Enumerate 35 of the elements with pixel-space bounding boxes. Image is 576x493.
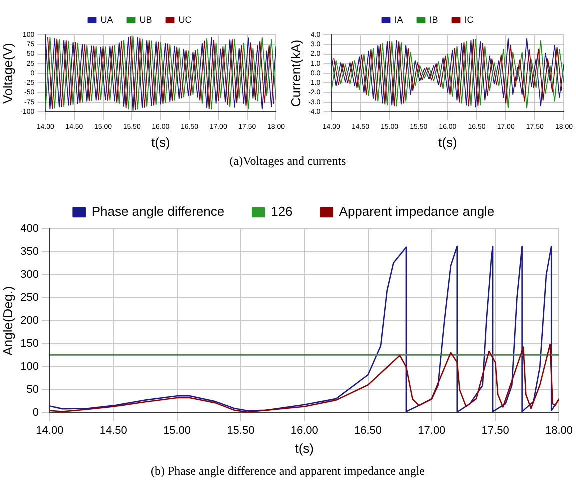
y-axis-title: Current(kA) [288, 40, 304, 108]
y-tick-label: 400 [20, 223, 39, 236]
y-axis-title: Voltage(V) [0, 43, 16, 104]
legend-label: UA [100, 14, 114, 25]
y-tick-label: 250 [20, 292, 39, 304]
y-tick-label: 0 [32, 407, 39, 420]
legend-label: IA [394, 14, 404, 25]
x-tick-label: 18.00 [545, 424, 573, 437]
x-tick-label: 16.50 [354, 424, 382, 437]
text: (a)Voltages and currents [228, 154, 348, 169]
y-tick-label: 350 [20, 246, 39, 258]
text: (b) Phase angle difference and apparent impedance angle [150, 464, 426, 479]
legend-label: IB [430, 14, 438, 25]
x-tick-label: 17.00 [418, 424, 446, 437]
x-tick-label: 14.00 [36, 424, 64, 437]
y-tick-label: 50 [26, 384, 39, 396]
y-tick-label: 100 [20, 361, 39, 374]
y-tick-label: 150 [20, 338, 39, 350]
x-axis-title: t(s) [152, 134, 170, 150]
x-axis-title: t(s) [295, 440, 314, 456]
x-tick-label: 15.50 [227, 424, 255, 437]
legend-label: UB [140, 14, 152, 25]
y-axis-title: Angle(Deg.) [0, 286, 16, 356]
x-tick-label: 15.00 [164, 424, 192, 437]
legend-label: IC [464, 14, 474, 25]
legend-label: 126 [271, 204, 293, 220]
x-axis-title: t(s) [438, 134, 458, 150]
legend-label: Phase angle difference [92, 204, 225, 220]
legend-label: UC [178, 14, 192, 25]
x-tick-label: 16.00 [290, 424, 318, 437]
legend-label: Apparent impedance angle [339, 204, 495, 220]
x-tick-label: 14.50 [100, 424, 128, 437]
x-tick-label: 17.50 [482, 424, 510, 437]
y-tick-label: 300 [20, 269, 39, 282]
y-tick-label: 200 [20, 315, 39, 328]
